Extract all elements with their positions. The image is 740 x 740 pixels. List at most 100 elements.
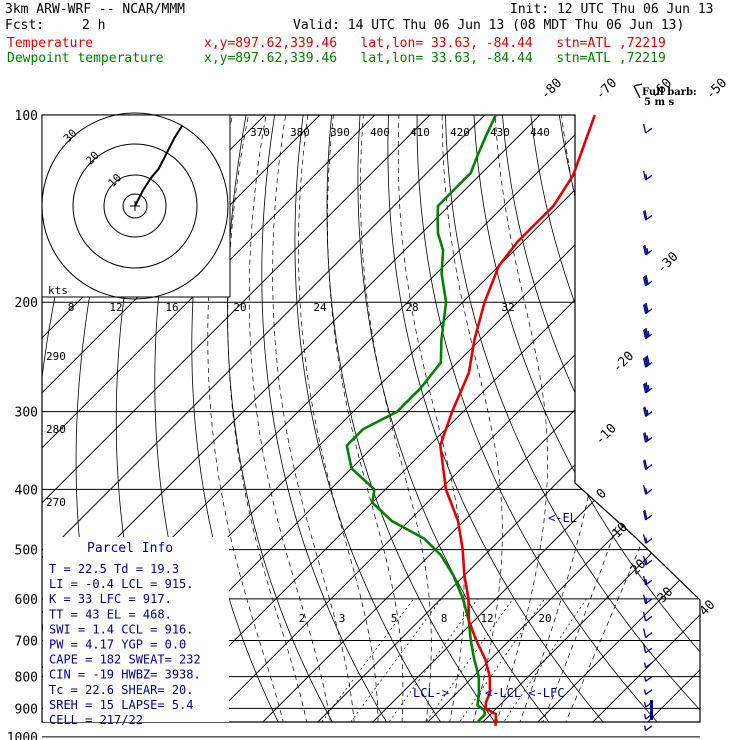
dry-adiabat-label: 290 bbox=[46, 350, 66, 363]
wind-barb bbox=[643, 689, 653, 696]
valid-time: Valid: 14 UTC Thu 06 Jun 13 (08 MDT Thu … bbox=[293, 18, 685, 33]
mixing-ratio-label: 12 bbox=[109, 301, 122, 314]
forecast-label: Fcst: bbox=[5, 18, 45, 33]
mixing-ratio-label: 32 bbox=[501, 301, 514, 314]
wind-barb bbox=[643, 676, 653, 682]
barb-legend: Full barb: 5 m s bbox=[633, 83, 697, 108]
wind-barb bbox=[642, 355, 653, 368]
hodograph-ring bbox=[72, 143, 198, 269]
temperature-trace bbox=[438, 114, 597, 726]
moist-adiabat-line bbox=[360, 115, 432, 722]
theta-e-label: 430 bbox=[490, 126, 510, 139]
isotherm-line bbox=[289, 115, 700, 722]
moist-adiabat-line bbox=[327, 115, 404, 722]
mixing-ratio-low-label: 8 bbox=[441, 612, 448, 625]
mixing-ratio-low-label: 5 bbox=[391, 612, 398, 625]
mixing-ratio-line bbox=[300, 598, 414, 722]
mixing-ratio-line bbox=[330, 598, 442, 722]
isotherm-label: -30 bbox=[654, 249, 681, 276]
dewpoint-legend-label: Dewpoint temperature bbox=[7, 51, 164, 66]
wind-barb bbox=[642, 594, 653, 605]
parcel-info-title: Parcel Info bbox=[87, 541, 173, 556]
wind-barb bbox=[642, 509, 653, 521]
wind-barb bbox=[642, 555, 653, 566]
dry-adiabat-line bbox=[473, 115, 700, 722]
theta-e-labels: 370 380 390 400 410 420 430 440 bbox=[250, 126, 550, 139]
wind-barb bbox=[642, 459, 653, 470]
moist-adiabat-line bbox=[397, 115, 465, 722]
isotherm-label: 10 bbox=[609, 520, 631, 542]
wind-barb bbox=[642, 406, 653, 418]
theta-e-label: 380 bbox=[290, 126, 310, 139]
dry-adiabat-line bbox=[416, 115, 684, 722]
dry-adiabat-label: 270 bbox=[46, 496, 66, 509]
mixing-ratio-labels: 8 12 16 20 24 28 32 bbox=[68, 301, 515, 314]
dry-adiabat-line bbox=[530, 115, 700, 722]
dry-adiabat-line bbox=[615, 115, 700, 722]
wind-barb bbox=[642, 382, 653, 394]
parcel-info-row: K = 33 LFC = 917. bbox=[49, 592, 172, 606]
wind-barb bbox=[642, 485, 653, 495]
hodograph-ring bbox=[41, 112, 229, 300]
pressure-axis-labels: 100 200 300 400 500 600 700 800 900 1000 bbox=[7, 109, 38, 740]
dry-adiabat-line bbox=[387, 115, 628, 722]
pressure-tick-label: 100 bbox=[15, 109, 38, 124]
isotherm-line bbox=[42, 115, 376, 722]
dry-adiabat-line bbox=[644, 115, 700, 722]
mixing-ratio-low-label: 20 bbox=[538, 612, 551, 625]
wind-barb bbox=[642, 274, 653, 287]
wind-barb bbox=[642, 575, 653, 586]
pressure-tick-label: 1000 bbox=[7, 731, 38, 740]
isotherm-label: -20 bbox=[610, 349, 637, 376]
dry-adiabat-line bbox=[261, 115, 405, 722]
theta-e-label: 420 bbox=[450, 126, 470, 139]
mixing-ratio-low-label: 12 bbox=[480, 612, 493, 625]
pressure-tick-label: 900 bbox=[15, 702, 38, 717]
theta-e-label: 400 bbox=[370, 126, 390, 139]
mixing-ratio-label: 28 bbox=[405, 301, 418, 314]
lcl-marker-left: LCL-> bbox=[413, 686, 449, 700]
surface-wind-marker bbox=[650, 700, 653, 720]
init-time: Init: 12 UTC Thu 06 Jun 13 bbox=[510, 2, 714, 17]
parcel-info-row: T = 22.5 Td = 19.3 bbox=[49, 562, 179, 576]
parcel-info-row: CIN = -19 HWBZ= 3938. bbox=[49, 668, 201, 682]
barb-legend-staff bbox=[633, 85, 641, 99]
wind-barb bbox=[642, 210, 653, 221]
mixing-ratio-label: 24 bbox=[313, 301, 327, 314]
moist-adiabat-line bbox=[553, 115, 700, 722]
wind-barb bbox=[642, 628, 653, 638]
mixing-ratio-label: 8 bbox=[68, 301, 75, 314]
el-marker: <-EL bbox=[548, 511, 577, 525]
forecast-value: 2 h bbox=[82, 18, 106, 33]
barb-legend-barb bbox=[633, 83, 643, 87]
wind-barb bbox=[642, 170, 653, 181]
isotherm-line bbox=[564, 115, 700, 722]
pressure-tick-label: 800 bbox=[15, 671, 38, 686]
wind-barb bbox=[643, 662, 653, 669]
mixing-ratio-label: 16 bbox=[165, 301, 178, 314]
wind-barb bbox=[642, 244, 653, 256]
pressure-tick-label: 400 bbox=[15, 483, 38, 498]
isotherm-label: -50 bbox=[703, 76, 730, 103]
isotherm-label: -70 bbox=[593, 76, 620, 103]
dewpoint-location-info: x,y=897.62,339.46 lat,lon= 33.63, -84.44… bbox=[204, 51, 666, 66]
wind-barb bbox=[642, 611, 653, 622]
mixing-ratio-low-label: 3 bbox=[339, 612, 346, 625]
model-title: 3km ARW-WRF -- NCAR/MMM bbox=[5, 2, 186, 17]
dry-adiabat-line bbox=[357, 115, 572, 722]
isotherm-line bbox=[509, 115, 700, 722]
isotherm-line bbox=[42, 115, 541, 722]
barb-legend-line1: Full barb: bbox=[642, 87, 697, 98]
dry-adiabat-line bbox=[326, 115, 517, 722]
dry-adiabat-line bbox=[445, 115, 700, 722]
temperature-legend-label: Temperature bbox=[7, 36, 94, 51]
lcl-lfc-marker: <-LCL <-LFC bbox=[485, 686, 564, 700]
parcel-info-background bbox=[43, 537, 229, 722]
parcel-info-row: PW = 4.17 YGP = 0.0 bbox=[49, 638, 186, 652]
moist-adiabat-line bbox=[487, 115, 548, 722]
isotherm-line bbox=[619, 115, 700, 722]
pressure-tick-label: 500 bbox=[15, 544, 38, 559]
dry-adiabat-line bbox=[730, 115, 740, 740]
